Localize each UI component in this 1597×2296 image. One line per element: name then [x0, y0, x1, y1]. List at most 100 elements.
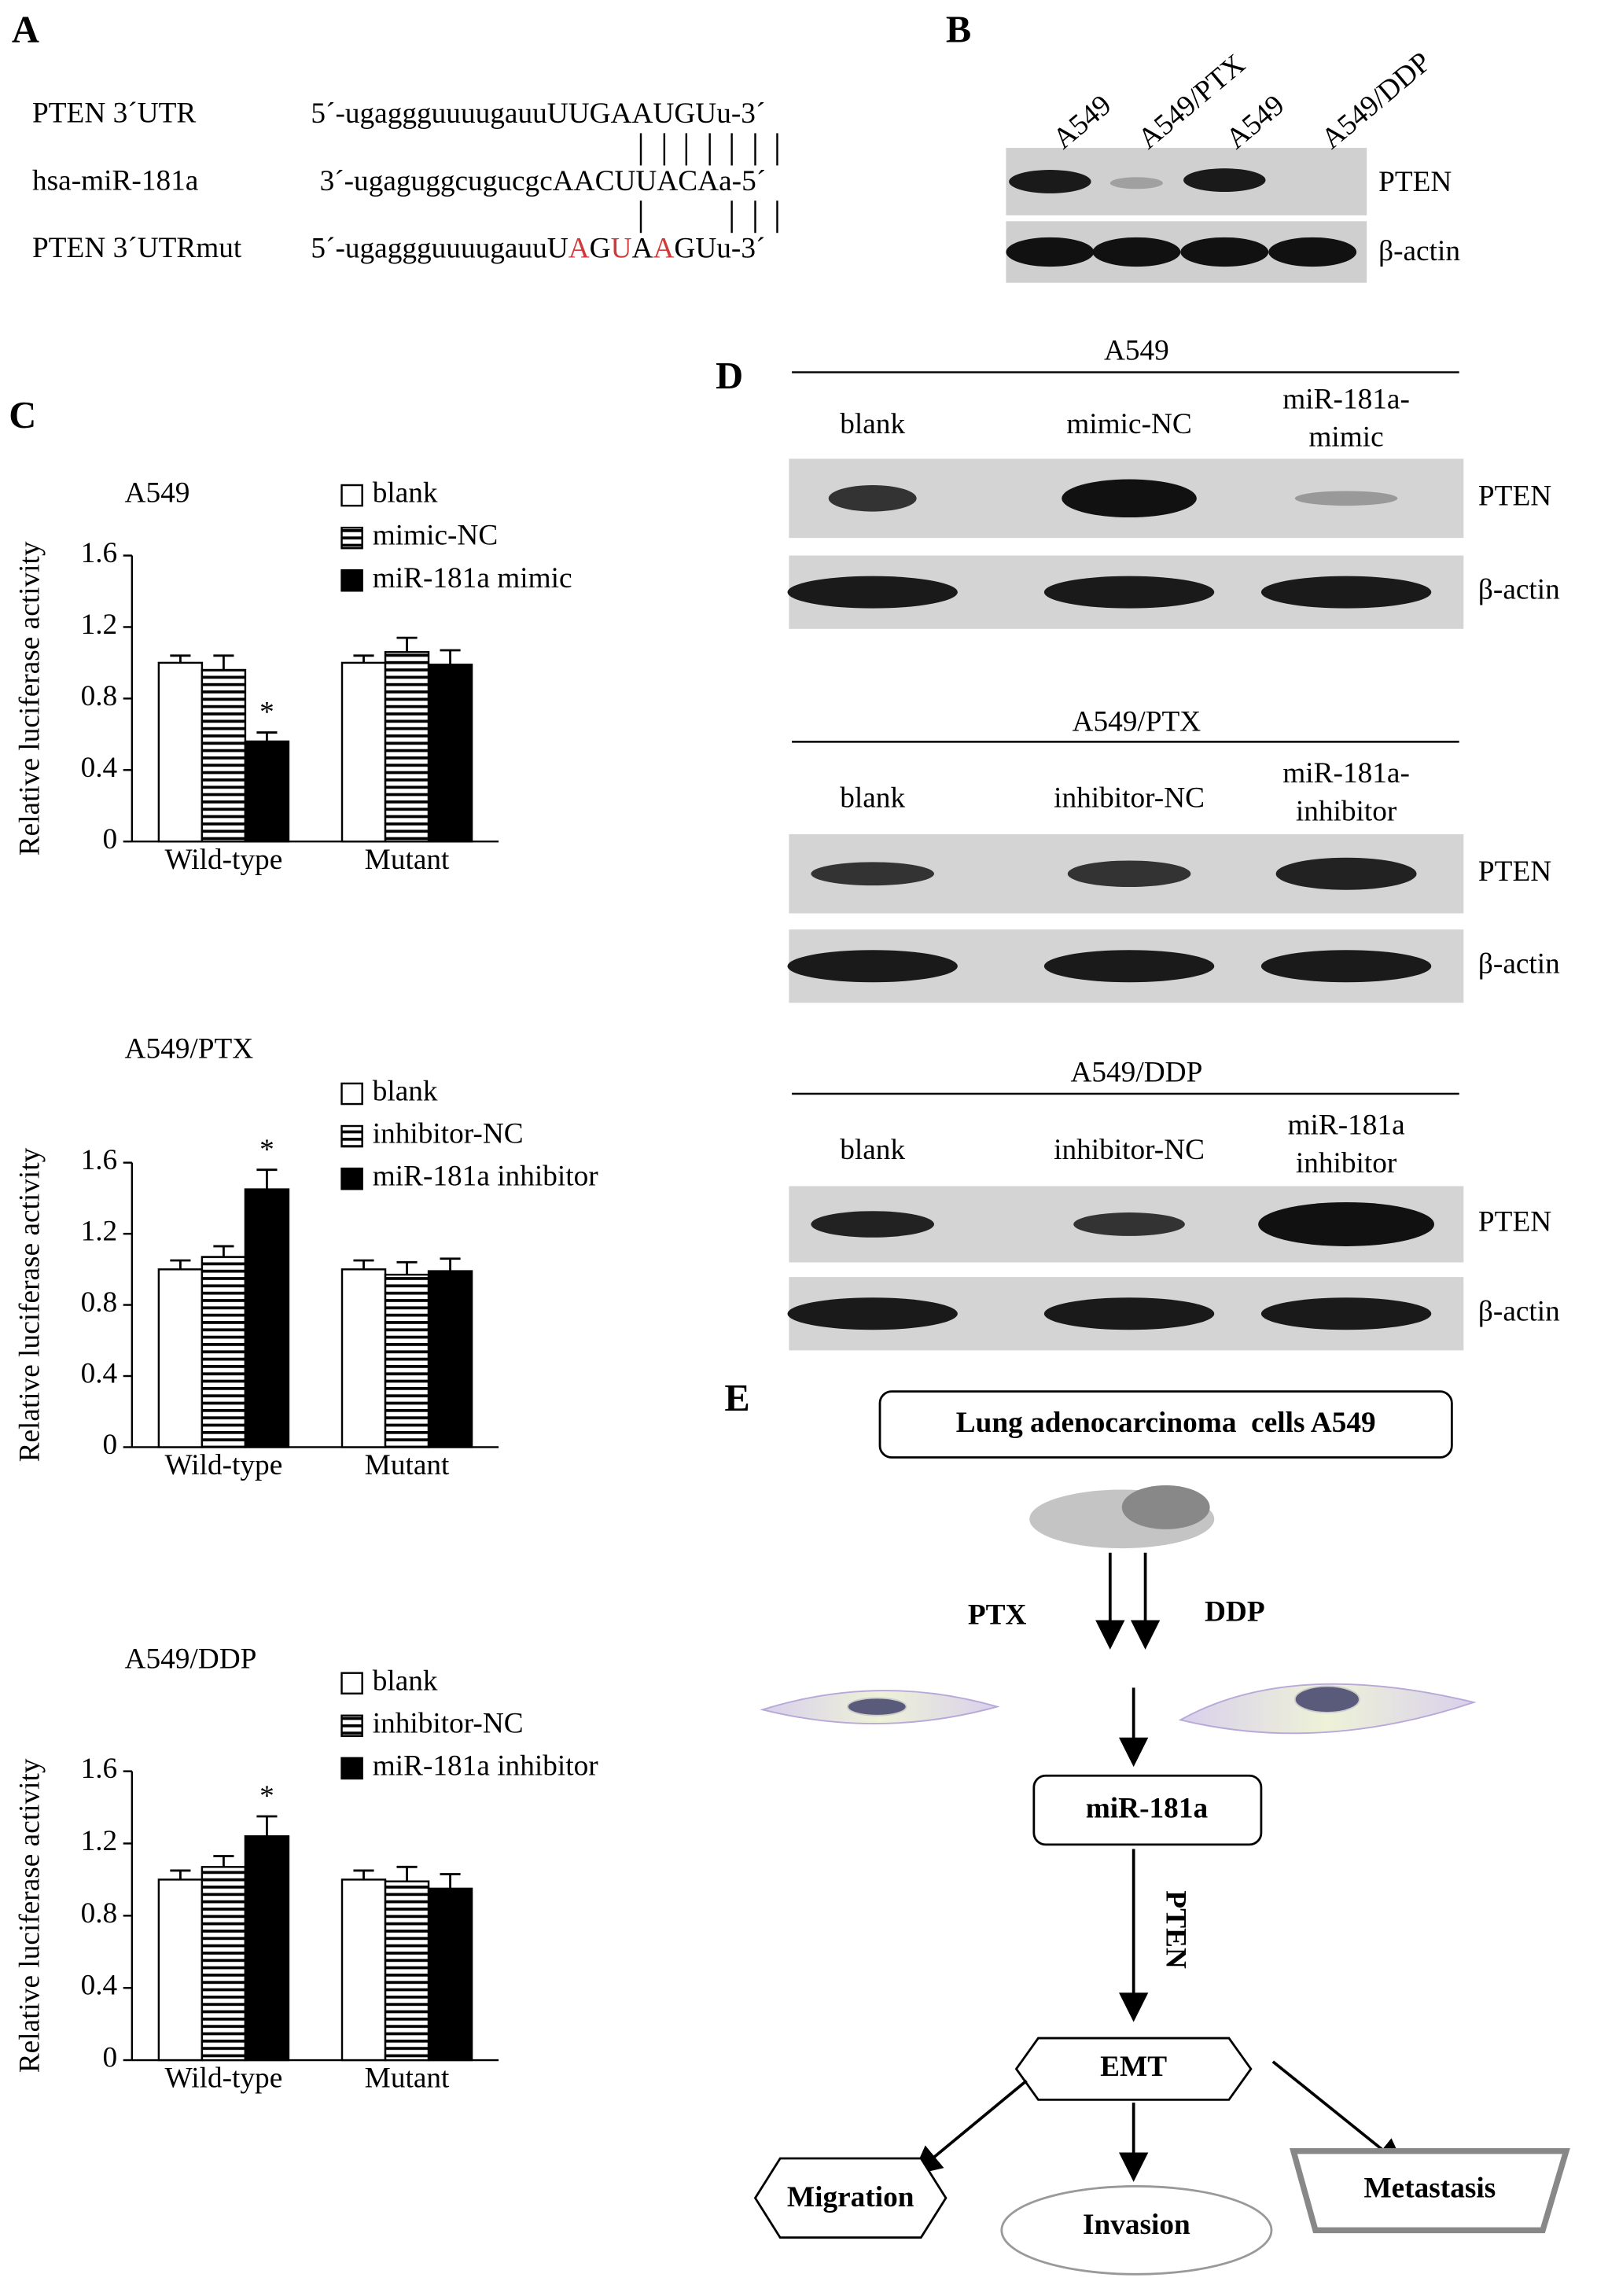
blot-b [1006, 148, 1367, 283]
lane-label: inhibitor-NC [1054, 782, 1205, 815]
sequence-part: GUu-3´ [674, 232, 765, 264]
band-label: PTEN [1478, 480, 1551, 512]
bar [201, 668, 247, 843]
band [828, 485, 917, 512]
sequence: 5´-ugaggguuuugauuUUGAAUGUu-3´ [311, 98, 765, 130]
band [1043, 576, 1215, 609]
band-label: PTEN [1478, 855, 1551, 888]
y-tick-label: 1.6 [81, 537, 118, 569]
y-axis-label: Relative luciferase activity [14, 541, 46, 855]
error-bar [256, 1815, 278, 1837]
legend-swatch [340, 1082, 363, 1106]
chart-title: A549/PTX [125, 1032, 254, 1065]
lane-label: mimic-NC [1066, 408, 1192, 440]
sequence-part: 5´-ugaggguuuugauuU [311, 232, 568, 264]
blot-title: A549/PTX [1073, 706, 1201, 738]
band [787, 576, 958, 609]
bar [201, 1866, 247, 2062]
panel-label: A [12, 9, 39, 51]
y-tick-label: 0 [103, 2042, 118, 2074]
y-tick-label: 0.8 [81, 1286, 118, 1319]
band [1260, 950, 1432, 983]
edge-label: PTX [968, 1599, 1027, 1631]
pairing-lines [639, 133, 778, 234]
band [1260, 1297, 1432, 1330]
band [1258, 1202, 1434, 1246]
panel-label: E [724, 1378, 749, 1419]
error-bar [353, 1869, 374, 1880]
band [1043, 950, 1215, 983]
sequence-part: U [611, 232, 632, 264]
sequence-part: A [569, 232, 590, 264]
lane-label: miR-181a- [1282, 383, 1410, 415]
error-bar [396, 1865, 418, 1882]
band [811, 1211, 935, 1238]
y-tick-label: 0 [103, 1429, 118, 1461]
x-tick-label: Mutant [365, 1449, 450, 1481]
bar [427, 1270, 473, 1448]
legend-label: mimic-NC [373, 520, 499, 552]
bar [384, 1273, 430, 1448]
band [1062, 479, 1197, 518]
x-tick-label: Mutant [365, 2062, 450, 2095]
x-tick-label: Wild-type [165, 844, 283, 876]
lane-label: blank [840, 782, 905, 815]
error-bar [256, 731, 278, 741]
legend-swatch [340, 1124, 363, 1148]
lane-label: inhibitor [1296, 795, 1397, 827]
legend-label: miR-181a mimic [373, 562, 572, 594]
panel-label: C [9, 395, 36, 436]
y-tick-label: 0.8 [81, 1897, 118, 1930]
sequence-part: 3´-ugaguggcugucgcAACUUACAa-5´ [320, 164, 767, 197]
band [1260, 576, 1432, 609]
legend-label: inhibitor-NC [373, 1118, 524, 1150]
y-tick-label: 0.4 [81, 752, 118, 784]
sequence-part: 5´-ugaggguuuugauuUUGAAUGUu-3´ [311, 98, 765, 130]
error-bar [396, 1260, 418, 1275]
y-tick-label: 0.4 [81, 1358, 118, 1390]
error-bar [213, 654, 234, 671]
error-bar [256, 1168, 278, 1190]
bar [427, 663, 473, 843]
y-tick-label: 0 [103, 823, 118, 855]
annotation: * [259, 1134, 274, 1166]
node-label: Metastasis [1363, 2173, 1496, 2205]
x-tick-label: Wild-type [165, 2062, 283, 2095]
legend-label: miR-181a inhibitor [373, 1161, 599, 1193]
band-label: PTEN [1378, 166, 1452, 198]
bar [244, 1188, 290, 1448]
chart-title: A549/DDP [125, 1643, 257, 1675]
bar [340, 661, 387, 843]
error-bar [170, 1259, 191, 1270]
y-axis-label: Relative luciferase activity [14, 1758, 46, 2073]
bar [157, 1268, 204, 1448]
legend-swatch [340, 526, 363, 550]
error-bar [396, 636, 418, 653]
bar [340, 1268, 387, 1448]
sequence-label: PTEN 3´UTRmut [32, 232, 242, 264]
error-bar [353, 654, 374, 663]
sequence-part: A [632, 232, 653, 264]
bar [384, 1880, 430, 2062]
band [811, 862, 935, 886]
error-bar [170, 1869, 191, 1880]
lane-label: blank [840, 1134, 905, 1166]
band [1275, 857, 1417, 890]
error-bar [440, 1873, 461, 1889]
legend-swatch [340, 1167, 363, 1190]
legend-swatch [340, 568, 363, 592]
sequence-part: A [653, 232, 674, 264]
legend-swatch [340, 484, 363, 507]
node-label: Lung adenocarcinoma cells A549 [956, 1407, 1376, 1439]
annotation: * [259, 697, 274, 729]
error-bar [213, 1245, 234, 1257]
band-label: PTEN [1478, 1206, 1551, 1238]
bar [244, 1835, 290, 2062]
error-bar [170, 654, 191, 663]
sequence: 3´-ugaguggcugucgcAACUUACAa-5´ [320, 164, 767, 197]
band-label: β-actin [1378, 235, 1460, 267]
y-tick-label: 1.2 [81, 609, 118, 641]
edge-label: DDP [1205, 1596, 1265, 1628]
blot-title: A549 [1104, 335, 1169, 367]
